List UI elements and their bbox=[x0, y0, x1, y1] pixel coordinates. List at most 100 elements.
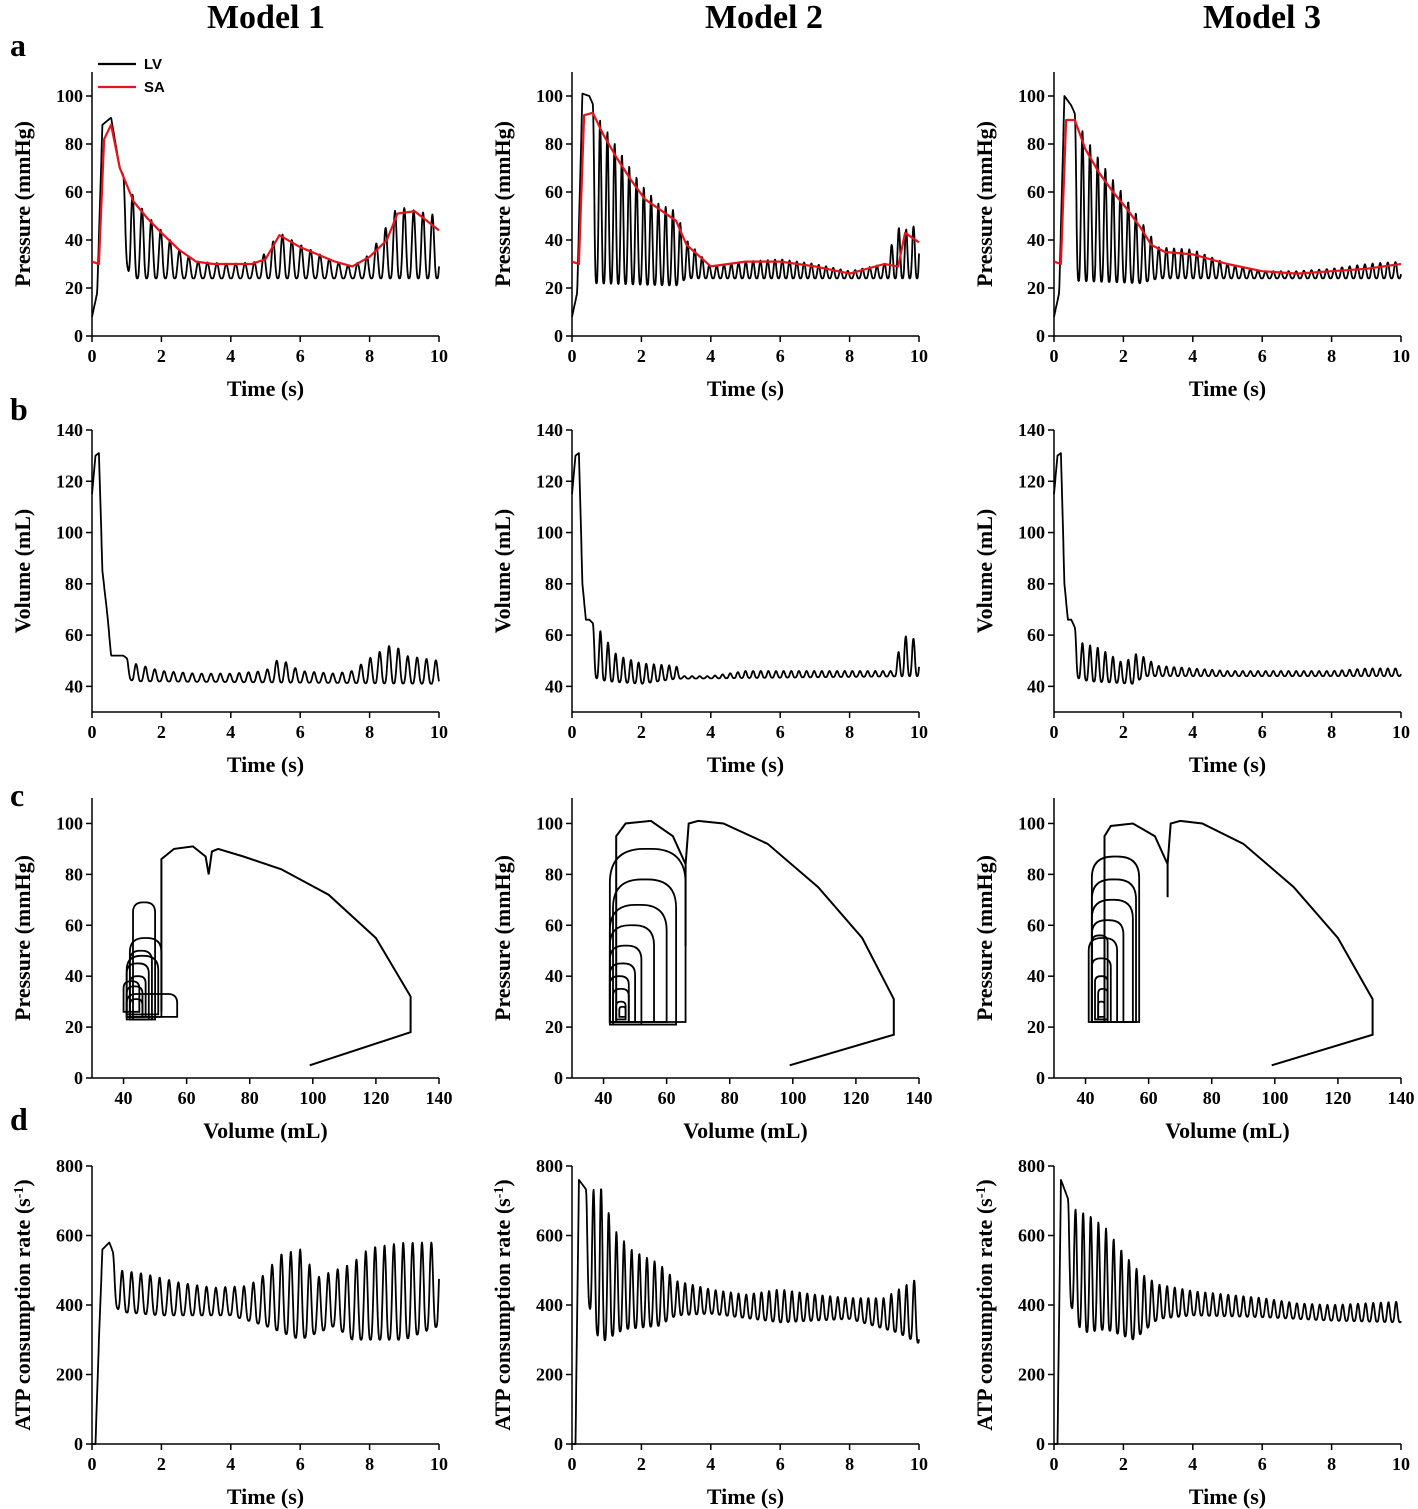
x-tick-label: 2 bbox=[1119, 346, 1128, 366]
x-tick-label: 10 bbox=[1392, 1454, 1410, 1474]
y-axis-title-superscript: -1 bbox=[492, 1187, 507, 1199]
x-tick-label: 4 bbox=[706, 722, 715, 742]
x-tick-label: 2 bbox=[157, 722, 166, 742]
x-tick-label: 6 bbox=[296, 346, 305, 366]
y-tick-label: 60 bbox=[545, 915, 563, 935]
x-axis-title: Time (s) bbox=[1189, 1484, 1266, 1509]
y-tick-label: 200 bbox=[56, 1365, 83, 1385]
x-axis-title: Volume (mL) bbox=[203, 1118, 327, 1143]
y-tick-label: 140 bbox=[1018, 420, 1045, 440]
y-axis-title: Volume (mL) bbox=[10, 509, 35, 633]
x-tick-label: 100 bbox=[1261, 1088, 1288, 1108]
x-tick-label: 10 bbox=[430, 346, 448, 366]
y-tick-label: 100 bbox=[56, 86, 83, 106]
x-tick-label: 6 bbox=[296, 1454, 305, 1474]
y-tick-label: 0 bbox=[1036, 1434, 1045, 1454]
x-tick-label: 4 bbox=[1188, 1454, 1197, 1474]
x-tick-label: 2 bbox=[1119, 1454, 1128, 1474]
y-tick-label: 40 bbox=[65, 966, 83, 986]
y-tick-label: 60 bbox=[65, 625, 83, 645]
y-tick-label: 120 bbox=[1018, 471, 1045, 491]
y-axis-title: Pressure (mmHg) bbox=[972, 121, 997, 287]
y-tick-label: 0 bbox=[1036, 1068, 1045, 1088]
y-tick-label: 800 bbox=[56, 1156, 83, 1176]
x-tick-label: 80 bbox=[241, 1088, 259, 1108]
x-tick-label: 2 bbox=[157, 346, 166, 366]
pv-loop-small bbox=[1090, 855, 1141, 1023]
series-lv bbox=[571, 92, 920, 317]
panel-c-2: 40 60 80 100 120 140 0 20 40 60 80 100 Volume (mL) Pr… bbox=[490, 798, 933, 1143]
x-tick-label: 10 bbox=[910, 1454, 928, 1474]
y-tick-label: 80 bbox=[545, 574, 563, 594]
y-tick-label: 0 bbox=[74, 1434, 83, 1454]
x-tick-label: 0 bbox=[1050, 1454, 1059, 1474]
pv-loop-small bbox=[1090, 934, 1109, 1023]
column-title-model-3: Model 3 bbox=[1203, 0, 1321, 36]
y-tick-label: 100 bbox=[1018, 523, 1045, 543]
x-tick-label: 140 bbox=[1388, 1088, 1415, 1108]
y-tick-label: 80 bbox=[65, 574, 83, 594]
y-axis-title: ATP consumption rate (s-1) bbox=[10, 1179, 35, 1430]
x-tick-label: 4 bbox=[706, 346, 715, 366]
x-axis-title: Volume (mL) bbox=[683, 1118, 807, 1143]
x-axis-title: Time (s) bbox=[227, 376, 304, 401]
x-tick-label: 2 bbox=[637, 346, 646, 366]
x-axis-title: Time (s) bbox=[1189, 752, 1266, 777]
x-tick-label: 8 bbox=[845, 346, 854, 366]
x-tick-label: 0 bbox=[568, 1454, 577, 1474]
pv-loop-main bbox=[160, 845, 412, 1067]
y-tick-label: 40 bbox=[545, 230, 563, 250]
pv-loop-small bbox=[608, 962, 636, 1023]
x-tick-label: 8 bbox=[365, 1454, 374, 1474]
x-tick-label: 60 bbox=[658, 1088, 676, 1108]
pv-loop-small bbox=[1090, 878, 1137, 1023]
y-tick-label: 20 bbox=[545, 1017, 563, 1037]
y-tick-label: 100 bbox=[56, 813, 83, 833]
x-axis-title: Time (s) bbox=[707, 752, 784, 777]
y-axis-title-suffix: ) bbox=[972, 1179, 997, 1186]
panel-b-2: 0 2 4 6 8 10 40 60 80 100 120 140 Time (s) Volume (mL… bbox=[490, 420, 928, 777]
x-axis-title: Time (s) bbox=[707, 1484, 784, 1509]
pv-loop-small bbox=[608, 904, 668, 1023]
y-tick-label: 800 bbox=[536, 1156, 563, 1176]
x-tick-label: 0 bbox=[1050, 346, 1059, 366]
x-tick-label: 6 bbox=[776, 1454, 785, 1474]
y-tick-label: 200 bbox=[1018, 1365, 1045, 1385]
column-titles: Model 1 Model 2 Model 3 bbox=[207, 0, 1321, 36]
y-tick-label: 60 bbox=[1027, 625, 1045, 645]
legend-label-sa: SA bbox=[144, 79, 165, 96]
series-lv bbox=[571, 1179, 920, 1445]
pv-loop-small bbox=[1090, 919, 1125, 1023]
y-tick-label: 20 bbox=[545, 278, 563, 298]
x-tick-label: 4 bbox=[706, 1454, 715, 1474]
column-title-model-2: Model 2 bbox=[705, 0, 823, 36]
pv-loop-small bbox=[128, 975, 147, 1018]
y-tick-label: 80 bbox=[65, 864, 83, 884]
pv-loop-main bbox=[1103, 819, 1374, 1067]
x-tick-label: 40 bbox=[1077, 1088, 1095, 1108]
x-tick-label: 8 bbox=[1327, 346, 1336, 366]
row-labels: a b c d bbox=[10, 27, 28, 1137]
y-tick-label: 600 bbox=[56, 1226, 83, 1246]
pv-loop-small bbox=[125, 954, 160, 1016]
pv-loop-small bbox=[612, 878, 677, 1026]
series-lv bbox=[91, 1241, 440, 1445]
panel-d-3: 0 2 4 6 8 10 0 200 400 600 800 Time (s) ATP consumpt… bbox=[972, 1156, 1410, 1509]
y-tick-label: 40 bbox=[545, 676, 563, 696]
x-tick-label: 6 bbox=[776, 346, 785, 366]
x-tick-label: 8 bbox=[1327, 1454, 1336, 1474]
y-axis-title: Pressure (mmHg) bbox=[490, 121, 515, 287]
y-tick-label: 400 bbox=[1018, 1295, 1045, 1315]
x-tick-label: 4 bbox=[226, 346, 235, 366]
y-axis-title: Pressure (mmHg) bbox=[972, 855, 997, 1021]
x-tick-label: 140 bbox=[906, 1088, 933, 1108]
x-tick-label: 0 bbox=[88, 722, 97, 742]
y-tick-label: 80 bbox=[1027, 134, 1045, 154]
y-tick-label: 100 bbox=[1018, 813, 1045, 833]
x-axis-title: Time (s) bbox=[227, 1484, 304, 1509]
y-axis-title-superscript: -1 bbox=[12, 1187, 27, 1199]
pv-loop-small bbox=[1090, 898, 1134, 1023]
series-lv bbox=[91, 452, 440, 685]
